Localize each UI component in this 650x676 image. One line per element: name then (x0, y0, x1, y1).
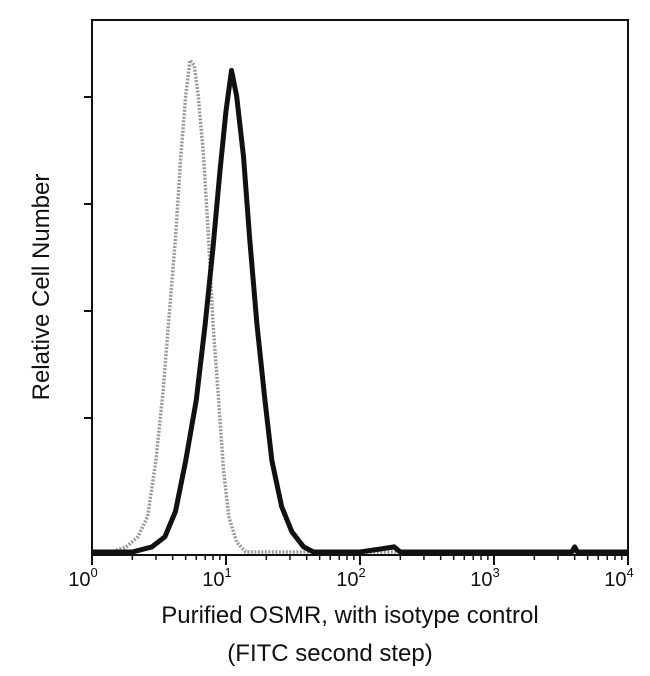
x-tick-label-4: 104 (604, 565, 633, 591)
x-tick-label-2: 102 (336, 565, 365, 591)
x-tick-label-0: 100 (68, 565, 97, 591)
histogram-curves (92, 58, 628, 555)
x-axis-ticks: 100 101 102 103 104 (68, 555, 634, 591)
histogram-series-1 (92, 67, 628, 555)
x-tick-label-3: 103 (470, 565, 499, 591)
y-axis-title: Relative Cell Number (28, 174, 55, 401)
x-axis-title-line2: (FITC second step) (227, 640, 432, 667)
x-axis-title-line1: Purified OSMR, with isotype control (161, 602, 538, 629)
y-axis-ticks (84, 96, 92, 419)
x-tick-label-1: 101 (202, 565, 231, 591)
plot-frame (91, 19, 629, 556)
histogram-series-0 (92, 58, 628, 554)
